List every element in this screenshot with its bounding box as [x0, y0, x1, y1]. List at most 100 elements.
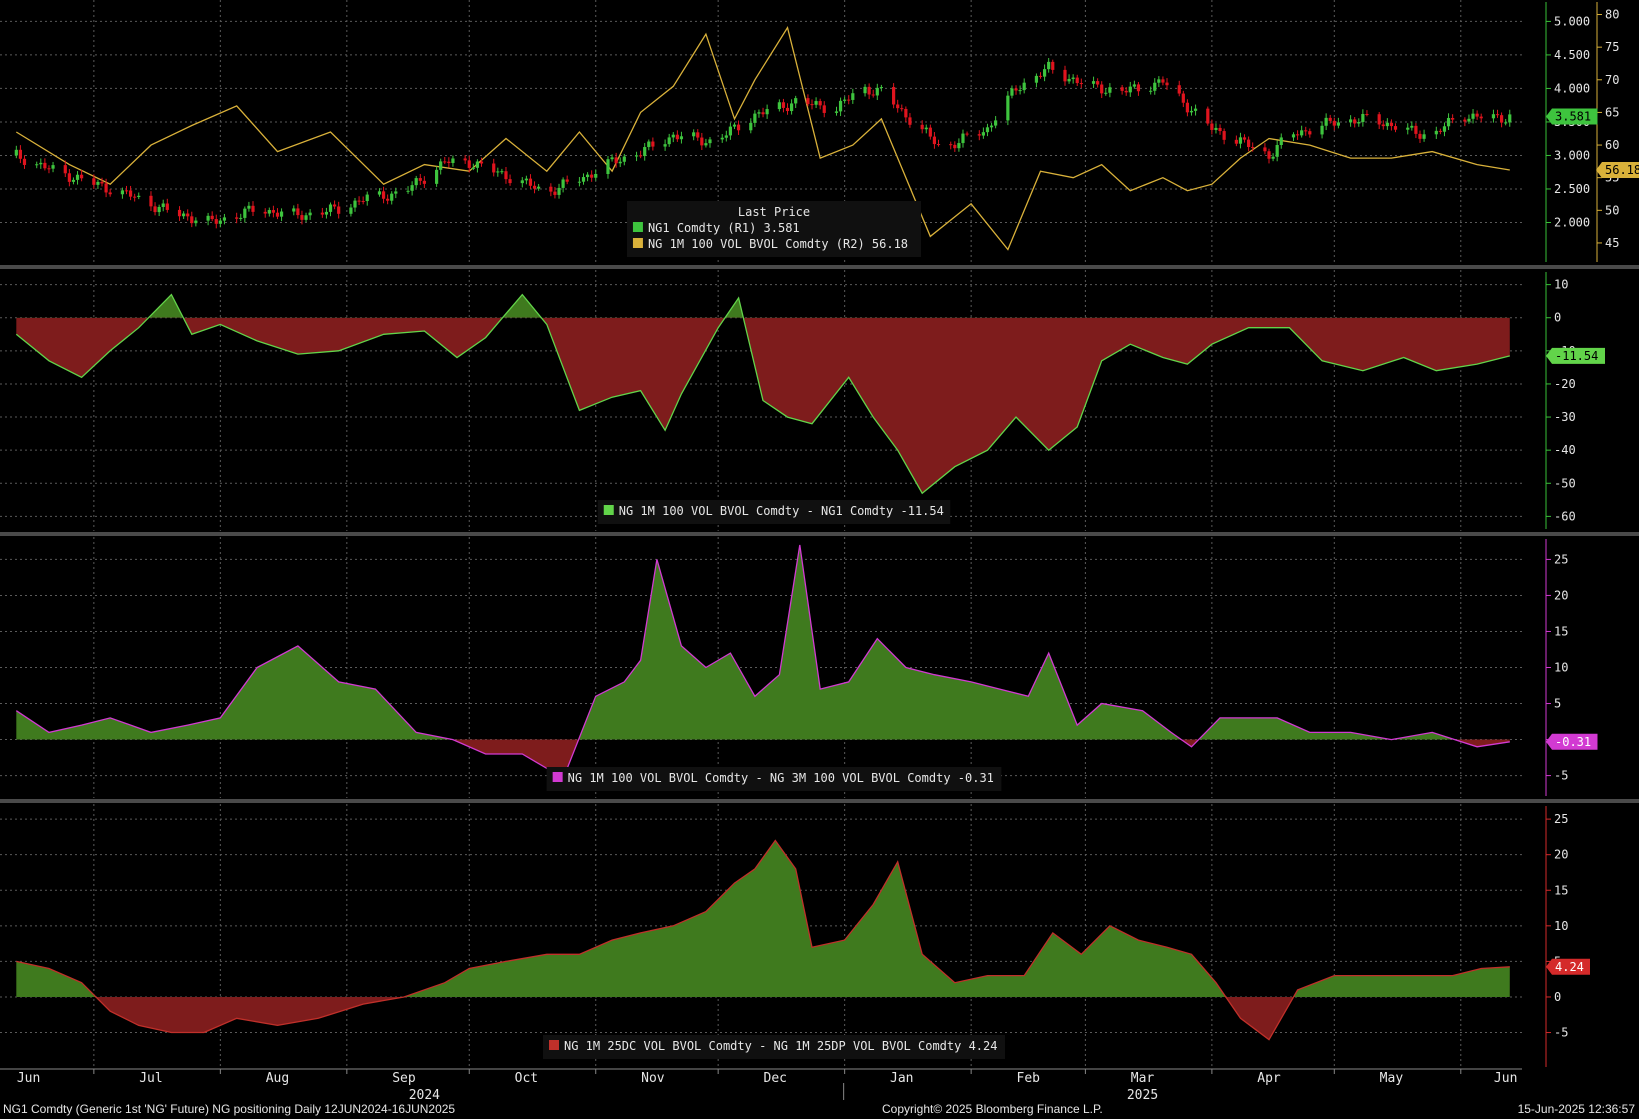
- candle-body: [451, 158, 455, 164]
- candle-body: [777, 102, 781, 110]
- candle-body: [39, 162, 43, 165]
- x-year-label: 2025: [1127, 1088, 1158, 1103]
- candle-body: [549, 186, 553, 192]
- candle-body: [349, 207, 353, 214]
- candle-body: [186, 213, 190, 217]
- candle-body: [1451, 117, 1455, 120]
- candle-body: [1120, 87, 1124, 91]
- candle-body: [390, 193, 394, 201]
- candle-body: [1075, 77, 1079, 84]
- x-month-label: Dec: [764, 1071, 787, 1086]
- panel2-tick-label: -30: [1554, 410, 1576, 424]
- candle-body: [194, 220, 198, 224]
- candle-body: [639, 155, 643, 157]
- panel2-tick-label: 10: [1554, 278, 1568, 292]
- candle-body: [1446, 117, 1451, 127]
- candle-body: [1161, 79, 1165, 83]
- candle-body: [814, 101, 818, 105]
- candle-body: [1385, 122, 1389, 127]
- candle-body: [647, 141, 651, 148]
- x-month-label: Jun: [1494, 1071, 1517, 1086]
- panel2-tick-label: 0: [1554, 311, 1561, 325]
- candle-body: [1422, 134, 1426, 139]
- r1-tick-label: 4.500: [1554, 48, 1590, 62]
- negative-area: [16, 317, 1510, 494]
- spread2-legend-box: [546, 767, 1002, 791]
- candle-body: [1189, 110, 1194, 113]
- candle-body: [871, 94, 875, 96]
- candle-body: [479, 161, 484, 164]
- candle-body: [1177, 85, 1181, 94]
- candle-body: [1304, 130, 1308, 132]
- candle-body: [651, 141, 655, 147]
- candle-body: [977, 134, 981, 136]
- candle-body: [1124, 90, 1128, 93]
- r2-tick-label: 45: [1605, 236, 1619, 250]
- candle-body: [1414, 125, 1418, 134]
- candle-body: [1271, 156, 1275, 159]
- candle-body: [353, 200, 357, 208]
- candle-body: [218, 220, 222, 224]
- r2-last-value-tag: [1596, 161, 1639, 178]
- candle-body: [1320, 125, 1324, 135]
- spread2-legend-swatch: [552, 772, 563, 782]
- series-line: [16, 839, 1510, 1041]
- series-line: [15, 544, 1510, 770]
- candle-body: [1393, 126, 1398, 130]
- candle-body: [622, 156, 626, 162]
- candle-body: [1377, 114, 1381, 125]
- candle-body: [1467, 118, 1471, 122]
- candle-body: [1038, 75, 1043, 77]
- candle-body: [128, 190, 133, 197]
- candle-body: [328, 204, 333, 212]
- candle-body: [35, 164, 39, 166]
- candle-body: [182, 213, 186, 217]
- spread1-legend-entry: NG 1M 100 VOL BVOL Comdty - NG1 Comdty -…: [619, 504, 944, 518]
- spread1-legend-box: [597, 500, 951, 524]
- candle-body: [1096, 81, 1100, 85]
- panel2-tick-label: -60: [1554, 509, 1576, 523]
- candle-body: [532, 185, 537, 189]
- candle-body: [47, 168, 51, 170]
- candle-body: [308, 212, 312, 216]
- panel4-last-value-tag: [1546, 958, 1590, 975]
- candle-body: [1238, 137, 1243, 144]
- panel2-last-value-tag-label: -11.54: [1555, 349, 1598, 363]
- candle-body: [1365, 113, 1369, 115]
- candle-body: [834, 111, 839, 113]
- x-month-label: Sep: [392, 1071, 416, 1086]
- candle-body: [1042, 69, 1047, 77]
- candle-body: [320, 212, 324, 215]
- candle-body: [892, 87, 896, 105]
- candle-body: [133, 196, 137, 198]
- candle-body: [879, 87, 883, 89]
- candle-body: [985, 127, 990, 133]
- candle-body: [1132, 84, 1136, 87]
- candle-body: [214, 219, 218, 224]
- candle-body: [275, 212, 280, 217]
- candle-body: [1381, 124, 1385, 127]
- panel2-last-value-tag: [1546, 347, 1605, 364]
- candle-body: [1508, 114, 1512, 123]
- candle-body: [67, 173, 71, 182]
- price-legend-entry: NG 1M 100 VOL BVOL Comdty (R2) 56.18: [648, 237, 908, 251]
- panel2-tick-label: -20: [1554, 377, 1576, 391]
- candle-body: [157, 206, 161, 213]
- candle-body: [1295, 134, 1300, 136]
- candle-body: [279, 211, 284, 217]
- candle-body: [394, 191, 398, 194]
- r2-tick-label: 50: [1605, 203, 1619, 217]
- candle-body: [271, 210, 275, 213]
- candle-body: [206, 215, 210, 221]
- panel2-tick-label: -50: [1554, 476, 1576, 490]
- candle-body: [296, 208, 300, 216]
- candle-body: [92, 178, 96, 185]
- candle-body: [794, 98, 798, 104]
- candle-body: [1128, 86, 1132, 93]
- candle-body: [1071, 77, 1075, 79]
- candle-body: [590, 174, 594, 178]
- candle-body: [100, 181, 104, 184]
- candle-body: [1300, 130, 1304, 136]
- negative-area: [95, 996, 1294, 1040]
